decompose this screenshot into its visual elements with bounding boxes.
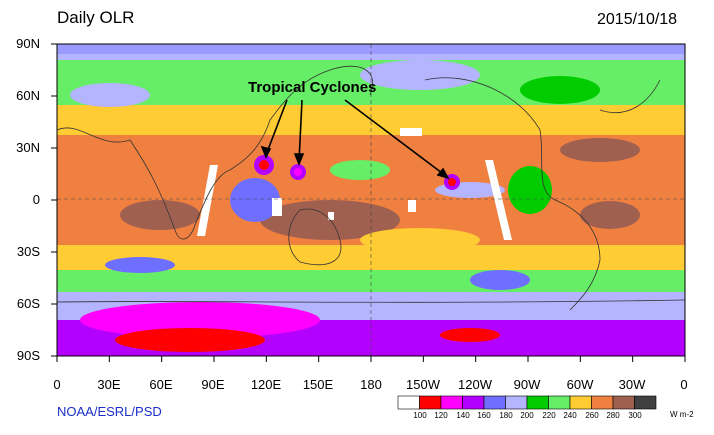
colorbar-swatch bbox=[397, 395, 420, 410]
lon-label: 120W bbox=[458, 377, 492, 392]
coastline-outlines bbox=[57, 65, 685, 311]
colorbar-swatch bbox=[634, 395, 657, 410]
colorbar-tick: 120 bbox=[434, 411, 448, 420]
annotation-tropical-cyclones: Tropical Cyclones bbox=[248, 79, 377, 96]
colorbar-swatch bbox=[462, 395, 485, 410]
colorbar-swatch bbox=[505, 395, 528, 410]
lon-label: 0 bbox=[680, 377, 688, 392]
lat-label: 30S bbox=[16, 244, 40, 259]
cyclone-arrows bbox=[260, 99, 450, 180]
lon-label: 150W bbox=[406, 377, 440, 392]
colorbar-swatch bbox=[548, 395, 571, 410]
map-title: Daily OLR bbox=[57, 8, 135, 27]
lon-label: 90E bbox=[201, 377, 225, 392]
lon-label: 60E bbox=[149, 377, 173, 392]
colorbar-tick: 160 bbox=[477, 411, 491, 420]
colorbar-swatch bbox=[612, 395, 635, 410]
colorbar-tick: 140 bbox=[456, 411, 470, 420]
credit-label: NOAA/ESRL/PSD bbox=[57, 404, 162, 419]
lon-label: 180 bbox=[360, 377, 382, 392]
lon-label: 30E bbox=[97, 377, 121, 392]
lon-label: 60W bbox=[566, 377, 594, 392]
lat-label: 90N bbox=[16, 36, 40, 51]
colorbar-swatch bbox=[419, 395, 442, 410]
colorbar-unit: W m-2 bbox=[670, 410, 694, 419]
lon-label: 120E bbox=[250, 377, 282, 392]
colorbar-tick: 280 bbox=[606, 411, 620, 420]
lat-label: 90S bbox=[16, 348, 40, 363]
lat-label: 60S bbox=[16, 296, 40, 311]
colorbar-tick: 200 bbox=[520, 411, 534, 420]
axis-ticks bbox=[51, 43, 686, 362]
colorbar bbox=[397, 395, 657, 410]
colorbar-tick: 240 bbox=[563, 411, 577, 420]
colorbar-tick: 300 bbox=[628, 411, 642, 420]
map-date: 2015/10/18 bbox=[597, 11, 678, 28]
lon-label: 0 bbox=[53, 377, 61, 392]
colorbar-swatch bbox=[526, 395, 549, 410]
map-gridlines bbox=[57, 44, 685, 356]
colorbar-tick: 180 bbox=[499, 411, 513, 420]
colorbar-tick: 220 bbox=[542, 411, 556, 420]
colorbar-swatch bbox=[569, 395, 592, 410]
lon-label: 150E bbox=[302, 377, 334, 392]
lat-label: 0 bbox=[32, 192, 40, 207]
colorbar-tick: 260 bbox=[585, 411, 599, 420]
lon-label: 90W bbox=[513, 377, 541, 392]
lon-label: 30W bbox=[618, 377, 646, 392]
colorbar-swatch bbox=[591, 395, 614, 410]
colorbar-swatch bbox=[483, 395, 506, 410]
lat-label: 30N bbox=[16, 140, 40, 155]
colorbar-swatch bbox=[440, 395, 463, 410]
lat-label: 60N bbox=[16, 88, 40, 103]
colorbar-tick: 100 bbox=[413, 411, 427, 420]
